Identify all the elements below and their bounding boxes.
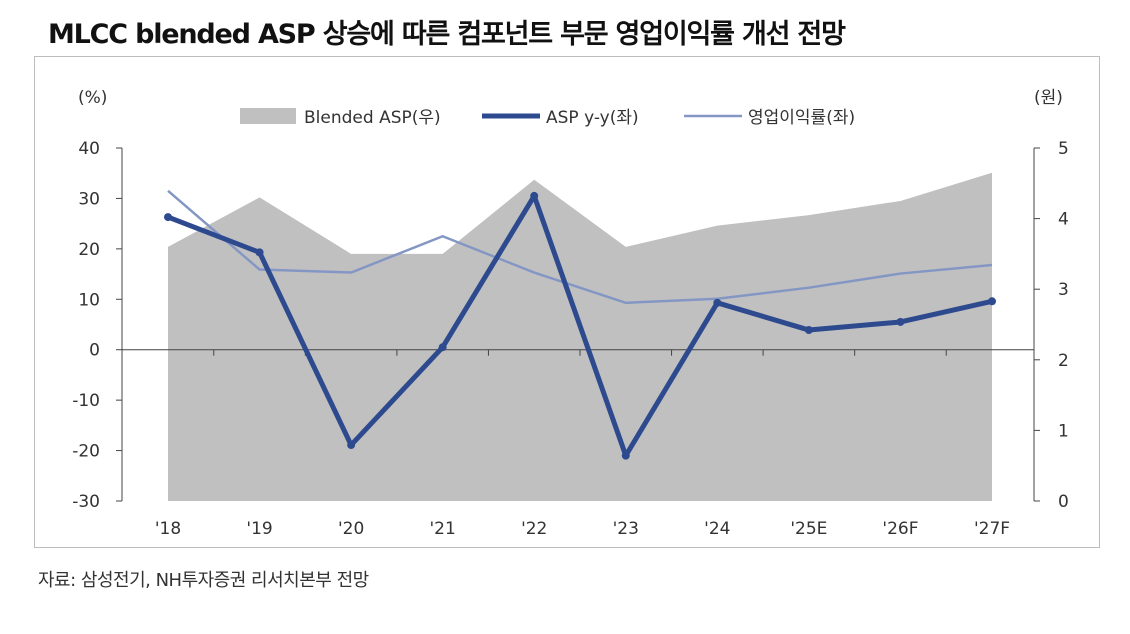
right-tick-label: 0 <box>1058 492 1069 512</box>
right-tick-label: 5 <box>1058 139 1069 159</box>
x-tick-label: '25E <box>790 519 827 539</box>
x-tick-label: '24 <box>704 519 730 539</box>
left-tick-label: -30 <box>72 492 100 512</box>
x-tick-label: '21 <box>430 519 456 539</box>
legend-label-margin: 영업이익률(좌) <box>748 108 855 128</box>
left-tick-label: 30 <box>78 189 100 209</box>
legend-label-area: Blended ASP(우) <box>304 108 441 128</box>
asp-yy-point <box>713 298 722 307</box>
left-tick-label: -10 <box>72 391 100 411</box>
left-unit-label: (%) <box>78 88 107 108</box>
right-tick-label: 3 <box>1058 280 1069 300</box>
lines-layer <box>164 189 996 460</box>
right-tick-label: 1 <box>1058 421 1069 441</box>
source-note: 자료: 삼성전기, NH투자증권 리서치본부 전망 <box>38 570 369 591</box>
asp-yy-point <box>530 191 539 200</box>
asp-area <box>168 172 992 501</box>
asp-yy-point <box>347 441 356 450</box>
asp-yy-point <box>621 451 630 460</box>
x-tick-label: '18 <box>155 519 181 539</box>
asp-yy-point <box>804 326 813 335</box>
x-tick-label: '22 <box>521 519 547 539</box>
asp-yy-point <box>438 343 447 352</box>
asp-yy-point <box>255 248 264 257</box>
legend-label-asp-yy: ASP y-y(좌) <box>546 108 639 128</box>
left-tick-label: 0 <box>89 341 100 361</box>
left-tick-label: 10 <box>78 290 100 310</box>
page-title: MLCC blended ASP 상승에 따른 컴포넌트 부문 영업이익률 개선… <box>48 19 846 50</box>
asp-yy-line <box>167 193 993 459</box>
asp-yy-point <box>164 213 172 222</box>
x-tick-label: '26F <box>882 519 918 539</box>
x-tick-label: '23 <box>613 519 639 539</box>
x-tick-label: '20 <box>338 519 364 539</box>
x-tick-label: '19 <box>246 519 272 539</box>
left-tick-label: -20 <box>72 442 100 462</box>
chart-frame <box>34 56 1100 548</box>
left-tick-label: 20 <box>78 240 100 260</box>
operating-margin-line <box>167 189 993 305</box>
asp-yy-point <box>896 317 905 326</box>
legend: Blended ASP(우) ASP y-y(좌) 영업이익률(좌) <box>240 108 855 128</box>
legend-swatch-area <box>240 108 296 124</box>
right-tick-label: 2 <box>1058 351 1069 371</box>
right-tick-label: 4 <box>1058 210 1069 230</box>
left-tick-label: 40 <box>78 139 100 159</box>
asp-area-layer <box>168 172 992 501</box>
right-unit-label: (원) <box>1034 88 1063 108</box>
x-tick-label: '27F <box>974 519 1010 539</box>
asp-yy-point <box>988 297 996 306</box>
